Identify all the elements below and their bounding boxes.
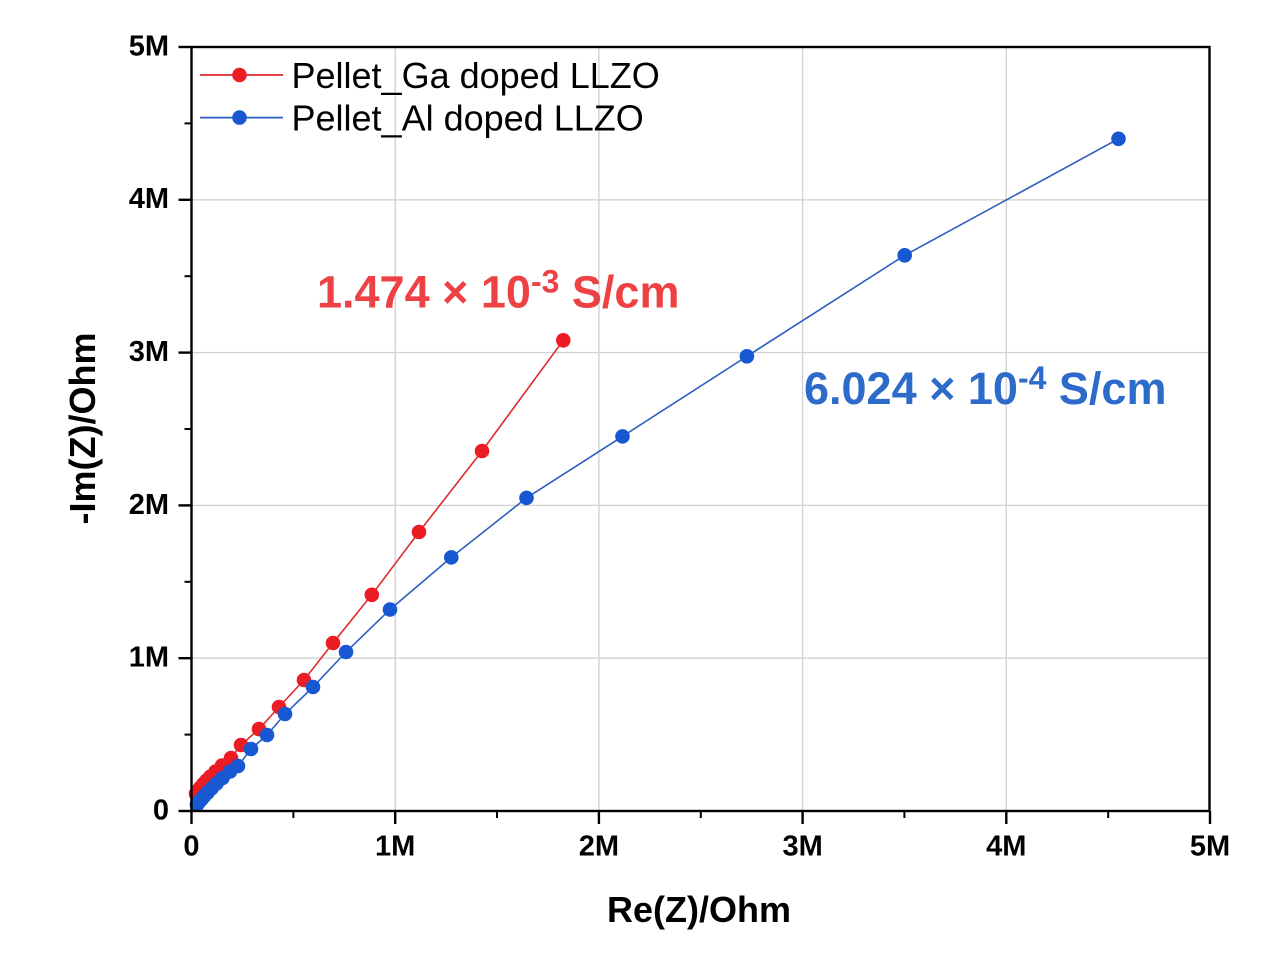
svg-text:1M: 1M: [375, 830, 415, 862]
svg-text:2M: 2M: [579, 830, 619, 862]
svg-text:1M: 1M: [129, 642, 169, 674]
svg-text:3M: 3M: [782, 830, 822, 862]
svg-text:0: 0: [153, 794, 169, 826]
svg-text:6.024 × 10-4 S/cm: 6.024 × 10-4 S/cm: [804, 360, 1166, 414]
svg-text:3M: 3M: [129, 336, 169, 368]
svg-text:5M: 5M: [129, 30, 169, 62]
svg-text:-Im(Z)/Ohm: -Im(Z)/Ohm: [62, 333, 103, 525]
svg-text:2M: 2M: [129, 489, 169, 521]
svg-text:5M: 5M: [1190, 830, 1230, 862]
svg-text:4M: 4M: [986, 830, 1026, 862]
svg-text:Pellet_Al doped LLZO: Pellet_Al doped LLZO: [292, 98, 644, 139]
svg-text:Pellet_Ga doped LLZO: Pellet_Ga doped LLZO: [292, 55, 660, 96]
svg-text:0: 0: [183, 830, 199, 862]
svg-text:Re(Z)/Ohm: Re(Z)/Ohm: [607, 889, 791, 930]
svg-text:4M: 4M: [129, 183, 169, 215]
svg-text:1.474 × 10-3 S/cm: 1.474 × 10-3 S/cm: [317, 264, 679, 318]
